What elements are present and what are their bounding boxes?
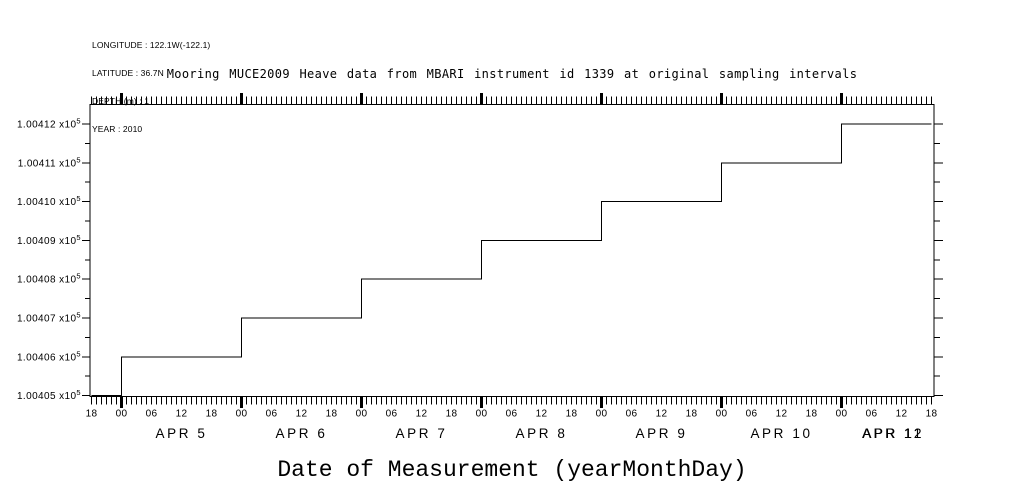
x-hour-label: 00 — [716, 409, 728, 420]
x-date-label: APR 12 — [862, 426, 924, 441]
x-hour-label: 00 — [116, 409, 128, 420]
heave-series-line — [91, 123, 932, 397]
x-hour-label: 00 — [596, 409, 608, 420]
y-ticks — [82, 123, 943, 397]
x-date-label: APR 11 — [862, 426, 923, 441]
x-hour-label: 18 — [686, 409, 698, 420]
x-hour-label: 06 — [506, 409, 518, 420]
x-hour-label: 06 — [626, 409, 638, 420]
x-hour-label: 06 — [386, 409, 398, 420]
x-hour-label: 18 — [446, 409, 458, 420]
x-hour-label: 12 — [776, 409, 788, 420]
x-hour-label: 12 — [296, 409, 308, 420]
x-date-label: APR 5 — [155, 426, 207, 441]
x-hour-label: 18 — [566, 409, 578, 420]
x-hour-label: 12 — [656, 409, 668, 420]
x-date-label: APR 6 — [275, 426, 327, 441]
x-hour-label: 06 — [746, 409, 758, 420]
x-hour-label: 00 — [836, 409, 848, 420]
x-hour-label: 12 — [536, 409, 548, 420]
x-hour-label: 18 — [926, 409, 938, 420]
x-axis-title: Date of Measurement (yearMonthDay) — [277, 457, 747, 483]
longitude-label: LONGITUDE : 122.1W(-122.1) — [92, 39, 211, 50]
axis-frame — [89, 104, 935, 397]
x-hour-label: 18 — [206, 409, 218, 420]
x-hour-labels: 18 00 06 12 18 00 06 12 18 00 06 12 18 00 06 12 18 00 06 12… — [86, 409, 938, 420]
y-tick-label: 1.00409 x105 — [17, 233, 81, 247]
x-hour-label: 12 — [896, 409, 908, 420]
y-tick-label: 1.00412 x105 — [17, 117, 81, 131]
x-hour-label: 00 — [236, 409, 248, 420]
x-hour-label: 18 — [326, 409, 338, 420]
year-label: YEAR : 2010 — [92, 124, 143, 135]
x-date-label: APR 8 — [515, 426, 567, 441]
latitude-label: LATITUDE : 36.7N — [92, 68, 164, 79]
y-tick-label: 1.00406 x105 — [17, 349, 81, 363]
x-hour-label: 00 — [476, 409, 488, 420]
y-tick-label: 1.00410 x105 — [17, 194, 81, 208]
plot-border — [89, 104, 935, 397]
x-hour-label: 06 — [266, 409, 278, 420]
x-hour-label: 06 — [866, 409, 878, 420]
x-hour-label: 18 — [806, 409, 818, 420]
y-tick-label: 1.00411 x105 — [18, 155, 81, 169]
x-date-label: APR 9 — [635, 426, 687, 441]
y-tick-label: 1.00408 x105 — [17, 272, 81, 286]
x-date-label: APR 7 — [395, 426, 447, 441]
x-ticks — [91, 93, 932, 408]
y-tick-labels: 1.00405 x105 1.00406 x105 1.00407 x105 1.00… — [17, 117, 81, 403]
x-hour-label: 18 — [86, 409, 98, 420]
y-tick-label: 1.00407 x105 — [17, 311, 81, 325]
x-date-labels: APR 5 APR 6 APR 7 APR 8 APR 9 APR 10 APR 11APR… — [155, 426, 924, 441]
x-hour-label: 06 — [146, 409, 158, 420]
y-tick-label: 1.00405 x105 — [17, 388, 81, 402]
chart-title: Mooring MUCE2009 Heave data from MBARI i… — [166, 67, 858, 81]
x-hour-label: 00 — [356, 409, 368, 420]
x-hour-label: 12 — [416, 409, 428, 420]
x-hour-label: 12 — [176, 409, 188, 420]
x-date-label: APR 10 — [750, 426, 812, 441]
